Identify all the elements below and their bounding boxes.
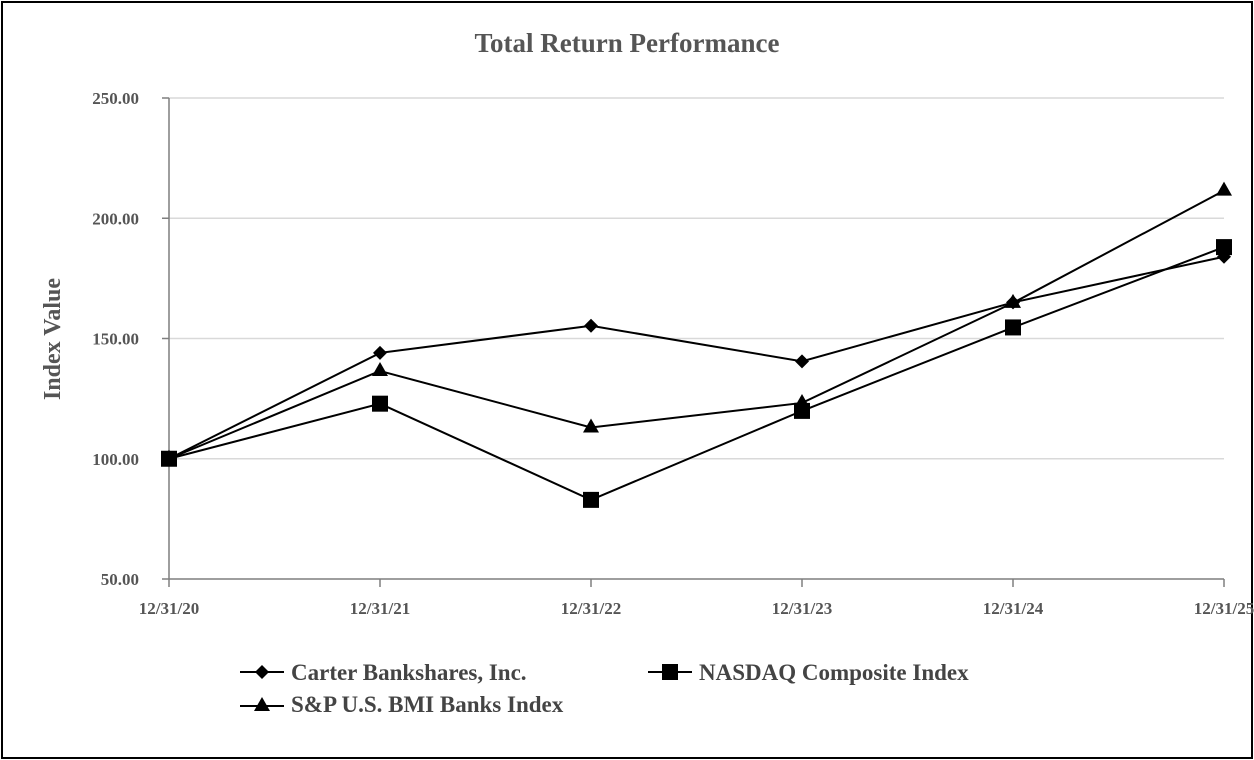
y-tick-label: 200.00 bbox=[92, 209, 139, 228]
x-tick-label: 12/31/22 bbox=[561, 599, 621, 618]
series-0 bbox=[162, 249, 1231, 466]
legend-square-marker bbox=[662, 664, 678, 680]
y-tick-label: 150.00 bbox=[92, 330, 139, 349]
data-point-diamond bbox=[1217, 249, 1231, 264]
y-tick-label: 100.00 bbox=[92, 450, 139, 469]
data-point-diamond bbox=[795, 354, 809, 369]
x-tick-label: 12/31/20 bbox=[139, 599, 199, 618]
y-tick-labels: 50.00 100.00 150.00 200.00 250.00 bbox=[92, 89, 139, 589]
legend: Carter Bankshares, Inc. NASDAQ Composite… bbox=[240, 660, 969, 717]
data-point-triangle bbox=[1216, 181, 1232, 196]
x-tick-label: 12/31/23 bbox=[772, 599, 832, 618]
x-tick-labels: 12/31/20 12/31/21 12/31/22 12/31/23 12/31/24… bbox=[139, 599, 1254, 618]
data-point-triangle bbox=[794, 393, 810, 408]
data-point-square bbox=[1216, 239, 1232, 256]
series-1 bbox=[161, 239, 1232, 508]
axes bbox=[162, 97, 1225, 587]
legend-item-sp-banks: S&P U.S. BMI Banks Index bbox=[240, 692, 564, 717]
data-point-triangle bbox=[372, 361, 388, 376]
series-line bbox=[168, 189, 1225, 460]
legend-triangle-marker bbox=[254, 697, 270, 711]
data-point-diamond bbox=[584, 318, 598, 333]
series-line bbox=[168, 255, 1225, 460]
data-point-square bbox=[583, 491, 599, 508]
data-point-diamond bbox=[373, 345, 387, 360]
y-axis-label: Index Value bbox=[40, 278, 66, 400]
legend-item-carter: Carter Bankshares, Inc. bbox=[240, 660, 527, 685]
y-tick-label: 250.00 bbox=[92, 89, 139, 108]
gridlines bbox=[169, 97, 1224, 460]
y-tick-label: 50.00 bbox=[101, 570, 139, 589]
data-point-triangle bbox=[1005, 293, 1021, 308]
series-group bbox=[161, 181, 1232, 508]
legend-label-nasdaq: NASDAQ Composite Index bbox=[699, 660, 969, 685]
legend-item-nasdaq: NASDAQ Composite Index bbox=[648, 660, 969, 685]
x-tick-label: 12/31/25 bbox=[1194, 599, 1254, 618]
data-point-square bbox=[1005, 319, 1021, 336]
data-point-triangle bbox=[161, 449, 177, 464]
legend-label-sp-banks: S&P U.S. BMI Banks Index bbox=[291, 692, 564, 717]
legend-label-carter: Carter Bankshares, Inc. bbox=[291, 660, 527, 685]
series-2 bbox=[161, 181, 1232, 464]
series-line bbox=[168, 246, 1225, 501]
x-tick-label: 12/31/24 bbox=[983, 599, 1044, 618]
legend-diamond-marker bbox=[255, 665, 269, 679]
x-tick-label: 12/31/21 bbox=[350, 599, 410, 618]
data-point-triangle bbox=[583, 418, 599, 433]
data-point-square bbox=[372, 395, 388, 412]
chart-title: Total Return Performance bbox=[475, 28, 780, 58]
